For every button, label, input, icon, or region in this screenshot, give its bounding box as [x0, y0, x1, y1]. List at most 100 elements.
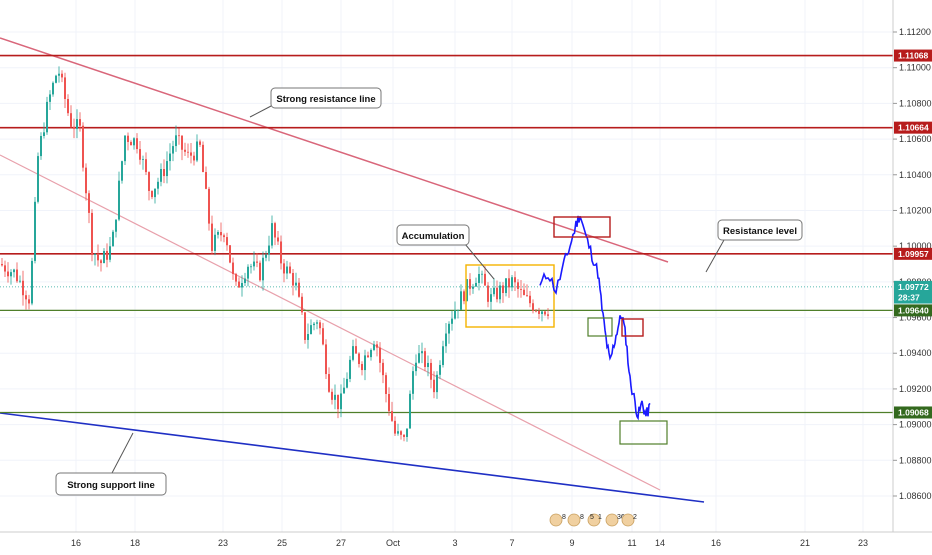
time-axis-tick-label: 7: [509, 538, 514, 548]
candle-body: [460, 291, 462, 310]
candle-body: [532, 303, 534, 311]
event-marker-count-2: 8: [580, 514, 584, 521]
candle-body: [295, 282, 297, 286]
inner-descending-trendline[interactable]: [0, 154, 661, 491]
candle-body: [280, 241, 282, 264]
candle-body: [334, 394, 336, 400]
accumulation-box[interactable]: [465, 264, 555, 328]
price-tag-bg: [894, 49, 932, 62]
price-axis-tick-label: 1.10800: [899, 98, 932, 108]
time-axis-tick-label: 3: [452, 538, 457, 548]
time-axis-tick-label: 23: [218, 538, 228, 548]
time-axis-tick-label: Oct: [386, 538, 401, 548]
candle-body: [388, 394, 390, 412]
candle-body: [49, 94, 51, 102]
callout-strong-support[interactable]: Strong support line: [55, 432, 167, 496]
candle-body: [352, 346, 354, 360]
candle-body: [1, 264, 3, 266]
candle-body: [151, 190, 153, 198]
top-reversal-box[interactable]: [553, 216, 611, 238]
candle-body: [52, 82, 54, 95]
event-marker-us-4[interactable]: 36: [605, 513, 625, 527]
candle-body: [28, 299, 30, 304]
time-axis-ticks: 16 18 23 25 27 Oct 3 7 9 11 14 16 21 23: [71, 538, 868, 548]
price-axis-tick-label: 1.10600: [899, 134, 932, 144]
candlestick-series: [1, 66, 549, 442]
candle-body: [469, 279, 471, 289]
callout-strong-support-text: Strong support line: [67, 480, 155, 491]
candle-body: [418, 353, 420, 363]
candle-body: [442, 346, 444, 365]
callout-strong-resistance-text: Strong resistance line: [276, 94, 375, 105]
retest-box[interactable]: [621, 318, 644, 337]
candle-body: [397, 431, 399, 434]
candle-body: [313, 323, 315, 326]
candle-body: [547, 314, 549, 316]
callout-resistance-level[interactable]: Resistance level: [705, 219, 803, 273]
price-axis-tick-label: 1.08800: [899, 455, 932, 465]
candle-body: [139, 149, 141, 160]
target-box[interactable]: [619, 420, 668, 445]
event-marker-count-6: 2: [633, 514, 637, 521]
candle-body: [301, 296, 303, 313]
candle-body: [406, 428, 408, 437]
time-axis-tick-label: 16: [711, 538, 721, 548]
candle-body: [277, 237, 279, 242]
candle-body: [505, 278, 507, 294]
candle-body: [331, 391, 333, 400]
candle-body: [196, 141, 198, 161]
candle-body: [283, 263, 285, 274]
candle-body: [421, 351, 423, 354]
candle-body: [499, 285, 501, 300]
time-axis-tick-label: 25: [277, 538, 287, 548]
candle-body: [337, 394, 339, 410]
candle-body: [367, 355, 369, 358]
candle-body: [289, 266, 291, 274]
breakdown-box[interactable]: [587, 317, 613, 337]
candle-body: [322, 328, 324, 345]
candle-body: [109, 246, 111, 260]
candle-body: [394, 420, 396, 434]
event-markers[interactable]: 8 8 5 1 36 2: [549, 513, 637, 527]
strong-support-trendline[interactable]: [0, 412, 705, 503]
callout-strong-resistance[interactable]: Strong resistance line: [249, 87, 382, 118]
callout-accumulation-text: Accumulation: [402, 231, 465, 242]
candle-body: [124, 135, 126, 162]
event-marker-us-1[interactable]: 8: [549, 513, 566, 527]
candle-body: [112, 231, 114, 247]
price-axis-panel[interactable]: [893, 0, 932, 532]
candle-body: [157, 181, 159, 189]
candle-body: [463, 291, 465, 302]
callout-accumulation[interactable]: Accumulation: [396, 224, 495, 280]
event-marker-count-4: 1: [598, 514, 602, 521]
candle-body: [133, 138, 135, 146]
candle-body: [10, 272, 12, 277]
candle-body: [310, 325, 312, 334]
candle-body: [142, 159, 144, 161]
candle-body: [355, 346, 357, 354]
price-tag-label: 1.09957: [898, 249, 929, 259]
candle-body: [358, 353, 360, 365]
candle-body: [511, 277, 513, 288]
price-tag-label: 28:37: [898, 293, 920, 303]
price-projection-path[interactable]: [539, 215, 651, 421]
grid: [0, 0, 893, 532]
candle-body: [145, 159, 147, 173]
candle-body: [364, 355, 366, 371]
candle-body: [307, 333, 309, 340]
event-marker-us-2[interactable]: 8: [567, 513, 584, 527]
candle-body: [217, 232, 219, 235]
candle-body: [271, 223, 273, 246]
strong-resistance-trendline[interactable]: [0, 37, 669, 263]
price-tag-label: 1.09068: [898, 407, 929, 417]
candle-body: [508, 278, 510, 288]
candle-body: [529, 295, 531, 304]
event-marker-us-3[interactable]: 5 1: [587, 513, 602, 527]
price-tag-bg: [894, 121, 932, 134]
candle-body: [268, 245, 270, 255]
candle-body: [292, 273, 294, 286]
event-marker-us-5[interactable]: 2: [621, 513, 637, 527]
candle-body: [343, 387, 345, 394]
